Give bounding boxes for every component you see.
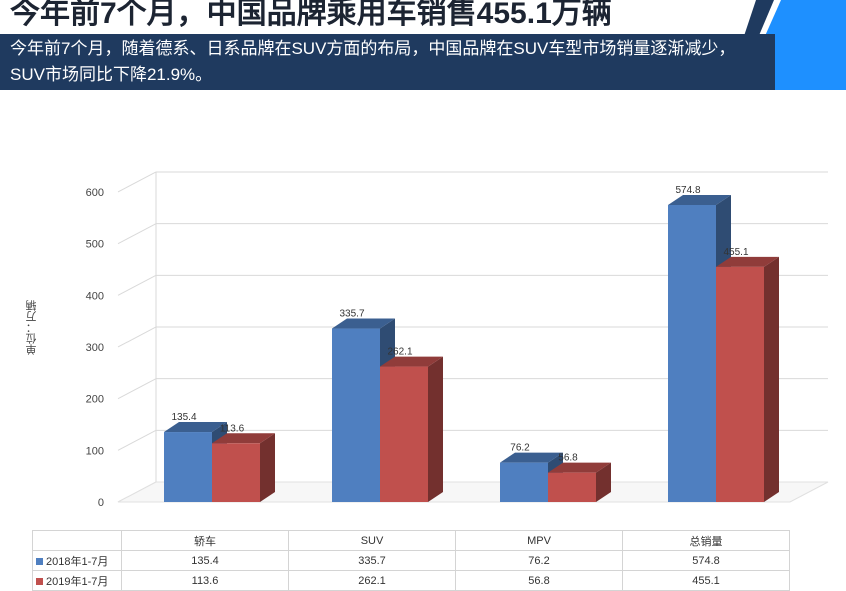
bar-chart: 0 100 200 300 400 500 600 135.4 113.6 335.7 262.1 7… — [86, 171, 829, 509]
bar-top — [380, 356, 443, 367]
bar-side — [596, 462, 611, 502]
bar-top — [548, 462, 611, 473]
bar — [212, 443, 260, 502]
table-cell: 135.4 — [121, 550, 289, 571]
data-label: 262.1 — [387, 347, 412, 358]
bar-top — [500, 452, 563, 463]
bar-side — [764, 256, 779, 502]
bar-side — [260, 433, 275, 502]
data-label: 574.8 — [675, 185, 700, 196]
bar — [668, 205, 716, 502]
bar — [332, 328, 380, 502]
table-cell: 262.1 — [288, 570, 456, 591]
bar-top — [716, 256, 779, 267]
bar — [380, 366, 428, 502]
bar-top — [212, 433, 275, 444]
bar-side — [428, 356, 443, 502]
data-label: 455.1 — [723, 247, 748, 258]
bar-top — [164, 422, 227, 433]
y-tick-label: 300 — [86, 342, 104, 354]
page-title: 今年前7个月，中国品牌乘用车销售455.1万辆 — [10, 0, 612, 30]
bar-top — [668, 195, 731, 206]
gridline-depth — [117, 171, 157, 193]
bar — [500, 462, 548, 502]
data-table-header-row: 轿车 SUV MPV 总销量 — [32, 530, 790, 551]
table-cell: 56.8 — [455, 570, 623, 591]
table-header-cell: 总销量 — [622, 530, 790, 551]
legend-swatch-2018 — [36, 558, 43, 566]
table-header-cell: SUV — [288, 530, 456, 551]
gridline-depth — [117, 274, 157, 296]
data-label: 56.8 — [558, 453, 578, 464]
subtitle-banner — [0, 34, 775, 90]
legend-swatch-2019 — [36, 578, 43, 586]
table-header-cell: MPV — [455, 530, 623, 551]
table-corner-cell — [32, 530, 122, 551]
data-table: 轿车 SUV MPV 总销量 2018年1-7月 135.4 335.7 76.… — [32, 530, 790, 591]
table-cell: 113.6 — [121, 570, 289, 591]
table-cell: 335.7 — [288, 550, 456, 571]
data-label: 335.7 — [339, 309, 364, 320]
y-tick-label: 100 — [86, 445, 104, 457]
data-label: 76.2 — [510, 443, 530, 454]
legend-2019: 2019年1-7月 — [32, 570, 122, 591]
bar — [548, 472, 596, 502]
y-tick-label: 0 — [98, 497, 104, 509]
gridline-depth — [117, 378, 157, 400]
legend-2018: 2018年1-7月 — [32, 550, 122, 571]
table-cell: 574.8 — [622, 550, 790, 571]
y-tick-label: 200 — [86, 394, 104, 406]
bar — [716, 266, 764, 502]
gridline-depth — [117, 223, 157, 245]
bar — [164, 432, 212, 502]
bar-top — [332, 318, 395, 329]
table-row: 2019年1-7月 113.6 262.1 56.8 455.1 — [32, 570, 790, 591]
title-bar: 今年前7个月，中国品牌乘用车销售455.1万辆 — [0, 0, 846, 34]
table-cell: 455.1 — [622, 570, 790, 591]
y-tick-label: 400 — [86, 290, 104, 302]
data-label: 113.6 — [220, 423, 245, 434]
gridline-depth — [117, 326, 157, 348]
series-name: 2018年1-7月 — [46, 555, 109, 568]
table-row: 2018年1-7月 135.4 335.7 76.2 574.8 — [32, 550, 790, 571]
data-label: 135.4 — [171, 412, 196, 423]
table-cell: 76.2 — [455, 550, 623, 571]
gridline-depth — [117, 429, 157, 451]
y-tick-label: 500 — [86, 239, 104, 251]
subtitle: 今年前7个月，随着德系、日系品牌在SUV方面的布局，中国品牌在SUV车型市场销量… — [10, 39, 736, 84]
y-tick-label: 600 — [86, 187, 104, 199]
series-name: 2019年1-7月 — [46, 575, 109, 588]
table-header-cell: 轿车 — [121, 530, 289, 551]
